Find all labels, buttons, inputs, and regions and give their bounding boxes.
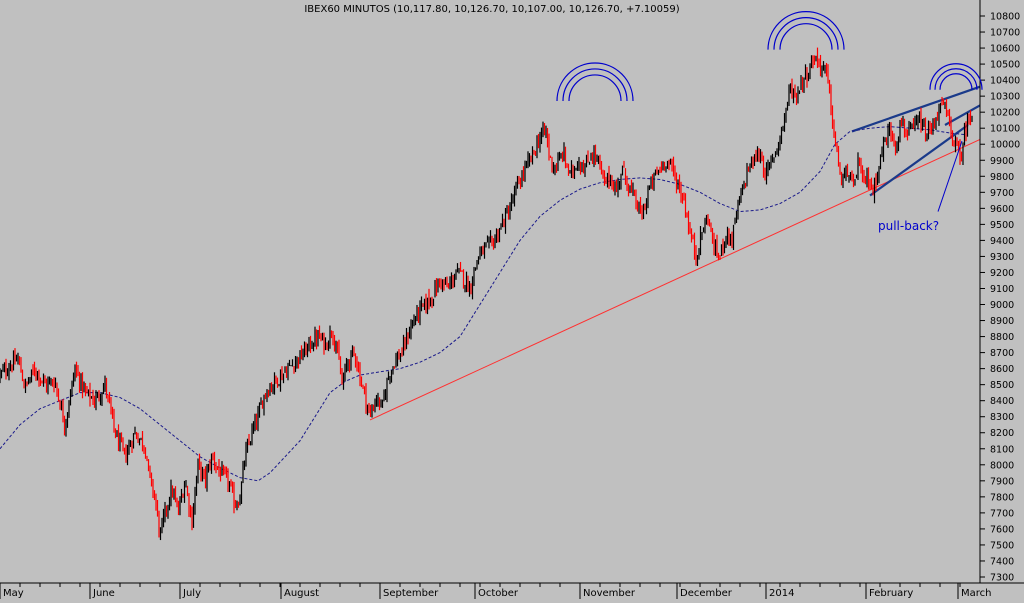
y-tick-label: 8200 [990,428,1014,439]
y-tick-label: 7500 [990,540,1014,551]
y-axis: 7300 7400 7500 7600 7700 7800 7900 8000 8100 8200… [980,12,1020,584]
plot-area [0,47,980,541]
y-tick-label: 8000 [990,460,1014,471]
x-tick-label: May [3,588,24,599]
y-tick-label: 9900 [990,156,1014,167]
y-tick-label: 9600 [990,204,1014,215]
y-tick-label: 9500 [990,220,1014,231]
trendline-wedge-top [851,85,980,133]
x-tick-label: 2014 [769,588,794,599]
y-tick-label: 9100 [990,284,1014,295]
y-tick-label: 7800 [990,492,1014,503]
x-tick-label: November [583,588,636,599]
trendline-wedge-bottom [869,124,969,197]
y-tick-label: 8100 [990,444,1014,455]
y-tick-label: 7900 [990,476,1014,487]
y-tick-label: 10300 [990,92,1020,103]
pattern-arc [568,74,622,101]
y-tick-label: 8800 [990,332,1014,343]
pattern-arc [939,73,973,90]
y-tick-label: 10500 [990,60,1020,71]
y-tick-label: 8700 [990,348,1014,359]
trendline-support [369,138,980,421]
x-tick-label: September [383,588,439,599]
y-tick-label: 9700 [990,188,1014,199]
pattern-arc [779,23,833,50]
pattern-arc [929,63,983,90]
y-tick-label: 10200 [990,108,1020,119]
y-tick-label: 8400 [990,396,1014,407]
trendline-channel-top [944,104,980,126]
y-tick-label: 10100 [990,124,1020,135]
pattern-arc [773,17,839,50]
y-tick-label: 7400 [990,556,1014,567]
x-tick-label: October [478,588,519,599]
chart-title: IBEX60 MINUTOS (10,117.80, 10,126.70, 10… [304,4,679,15]
pattern-arc [767,11,845,50]
y-tick-label: 7700 [990,508,1014,519]
y-tick-label: 7600 [990,524,1014,535]
y-tick-label: 10400 [990,76,1020,87]
y-tick-label: 9000 [990,300,1014,311]
y-tick-label: 8300 [990,412,1014,423]
y-tick-label: 8500 [990,380,1014,391]
x-tick-label: February [869,588,913,599]
pullback-arrow [937,140,963,212]
x-axis: May June July August September October Novembe… [0,583,991,599]
y-tick-label: 7300 [990,573,1014,584]
pattern-arc [934,68,978,90]
y-tick-label: 9800 [990,172,1014,183]
x-tick-label: December [680,588,733,599]
pullback-label: pull-back? [878,219,939,233]
y-tick-label: 8900 [990,316,1014,327]
y-tick-label: 9300 [990,252,1014,263]
y-tick-label: 10800 [990,12,1020,23]
y-tick-label: 10700 [990,28,1020,39]
pattern-arc [562,68,628,101]
x-tick-label: August [284,588,319,599]
moving-average-line [0,126,966,482]
y-tick-label: 9400 [990,236,1014,247]
annotations: pull-back? [556,11,983,233]
plot-content [0,47,980,541]
pattern-arc [556,62,634,101]
x-tick-label: July [182,588,201,599]
x-tick-label: March [961,588,991,599]
y-tick-label: 10000 [990,140,1020,151]
y-tick-label: 8600 [990,364,1014,375]
y-tick-label: 10600 [990,44,1020,55]
x-tick-label: June [92,588,115,599]
y-tick-label: 9200 [990,268,1014,279]
